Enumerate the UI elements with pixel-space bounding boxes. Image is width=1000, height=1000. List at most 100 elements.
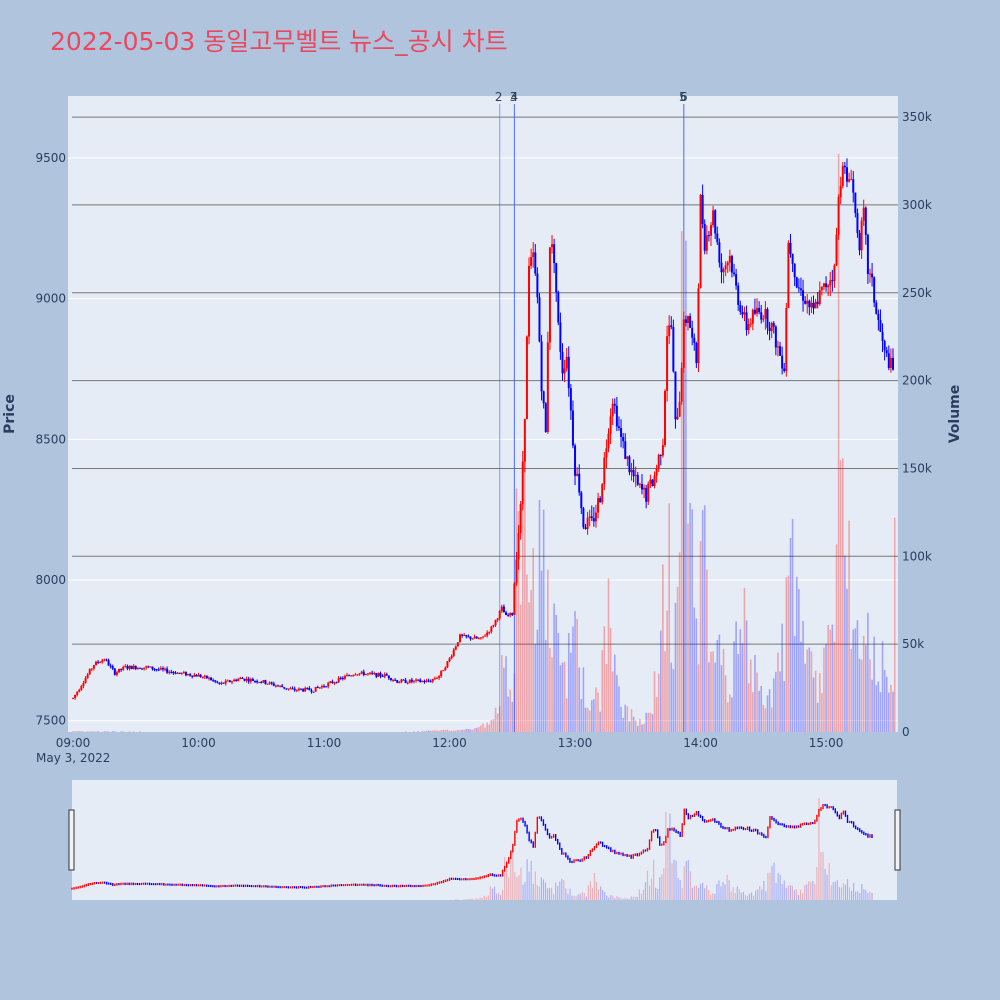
range-volume-bar <box>589 881 591 900</box>
candle-body <box>864 207 867 235</box>
volume-bar <box>890 685 892 732</box>
range-volume-bar <box>848 887 851 900</box>
candle-body <box>387 675 390 679</box>
news-marker-label[interactable]: 3 <box>510 90 518 104</box>
range-volume-bar <box>814 884 816 900</box>
candle-body <box>161 668 164 670</box>
range-volume-bar <box>653 859 655 900</box>
candle-body <box>546 342 549 433</box>
range-volume-bar <box>504 857 506 900</box>
range-volume-bar <box>806 884 808 900</box>
range-volume-bar <box>544 882 547 900</box>
volume-bar <box>586 707 589 732</box>
range-slider-left-handle[interactable] <box>68 809 75 871</box>
news-markers[interactable]: 2 34 56 <box>495 90 688 732</box>
candle-body <box>362 671 365 676</box>
volume-tick-label: 350k <box>902 110 932 124</box>
candle-body <box>498 611 501 619</box>
candle-body <box>720 262 723 273</box>
candle-body <box>659 454 662 456</box>
candle-body <box>833 265 836 282</box>
candle-body <box>323 686 326 688</box>
volume-bar <box>879 692 882 732</box>
candle-body <box>193 674 196 677</box>
range-volume-bar <box>808 881 810 900</box>
candle-body <box>737 285 740 305</box>
candle-body <box>837 197 840 235</box>
candle-body <box>141 668 144 670</box>
candle-body <box>245 678 248 681</box>
volume-bar <box>478 727 480 732</box>
range-volume-bar <box>581 892 583 900</box>
range-slider-right-handle[interactable] <box>894 809 901 871</box>
volume-bar <box>630 709 633 732</box>
candle-body <box>287 688 290 690</box>
candle-body <box>216 681 219 683</box>
candle-body <box>680 367 683 402</box>
volume-bar <box>582 667 585 732</box>
candle-body <box>266 683 269 685</box>
volume-bar <box>772 678 775 732</box>
volume-bar <box>804 663 806 732</box>
range-volume-bar <box>846 879 849 900</box>
candle-body <box>233 679 236 682</box>
volume-bar <box>421 730 424 732</box>
volume-bar <box>480 725 482 732</box>
main-plot-area[interactable] <box>68 96 898 732</box>
candle-body <box>636 474 639 485</box>
range-volume-bar <box>538 886 540 900</box>
candle-body <box>868 273 871 275</box>
candle-body <box>283 687 286 689</box>
volume-bar <box>844 555 846 732</box>
volume-bar <box>590 700 593 732</box>
candle-body <box>279 685 282 687</box>
candle-body <box>335 682 338 684</box>
range-slider[interactable] <box>72 780 897 900</box>
candle-body <box>628 456 631 473</box>
candle-body <box>477 638 480 640</box>
volume-bar <box>595 687 597 732</box>
candle-body <box>90 668 93 670</box>
range-volume-bar <box>530 860 532 900</box>
candle-body <box>446 661 449 668</box>
candle-body <box>647 483 650 502</box>
volume-bar <box>601 650 604 732</box>
range-volume-bar <box>795 889 798 900</box>
volume-bar <box>634 720 637 732</box>
candle-body <box>222 682 225 684</box>
range-volume-bar <box>573 895 575 900</box>
volume-bar <box>122 731 125 732</box>
candle-body <box>410 679 413 682</box>
volume-bar <box>492 719 495 732</box>
news-marker-label[interactable]: 6 <box>680 90 688 104</box>
range-volume-bar <box>569 888 571 900</box>
range-volume-bar <box>704 888 706 900</box>
range-volume-bar <box>593 872 596 900</box>
candle-body <box>705 235 708 251</box>
range-volume-bar <box>542 879 545 900</box>
volume-bar <box>731 697 733 732</box>
range-volume-bar <box>508 877 510 900</box>
candle-body <box>243 678 246 681</box>
price-tick-label: 9000 <box>35 292 66 306</box>
news-marker-label[interactable]: 2 <box>495 90 503 104</box>
volume-bar <box>651 714 654 732</box>
range-volume-bar <box>785 887 787 900</box>
news-marker-label[interactable]: 5 <box>679 90 687 104</box>
volume-bar <box>613 654 616 732</box>
range-volume-bar <box>657 888 659 900</box>
range-volume-bar <box>755 890 757 900</box>
candle-body <box>402 679 405 681</box>
candle-body <box>425 680 428 683</box>
candle-body <box>88 669 91 675</box>
news-marker-label[interactable]: 4 <box>511 90 519 104</box>
range-volume-bar <box>495 893 498 900</box>
volume-bar <box>787 575 790 732</box>
candle-body <box>745 312 748 331</box>
candle-body <box>404 679 407 683</box>
candle-body <box>86 674 89 679</box>
volume-bar <box>459 730 461 732</box>
candle-body <box>848 179 851 182</box>
candle-body <box>879 319 882 332</box>
candle-body <box>337 677 340 683</box>
